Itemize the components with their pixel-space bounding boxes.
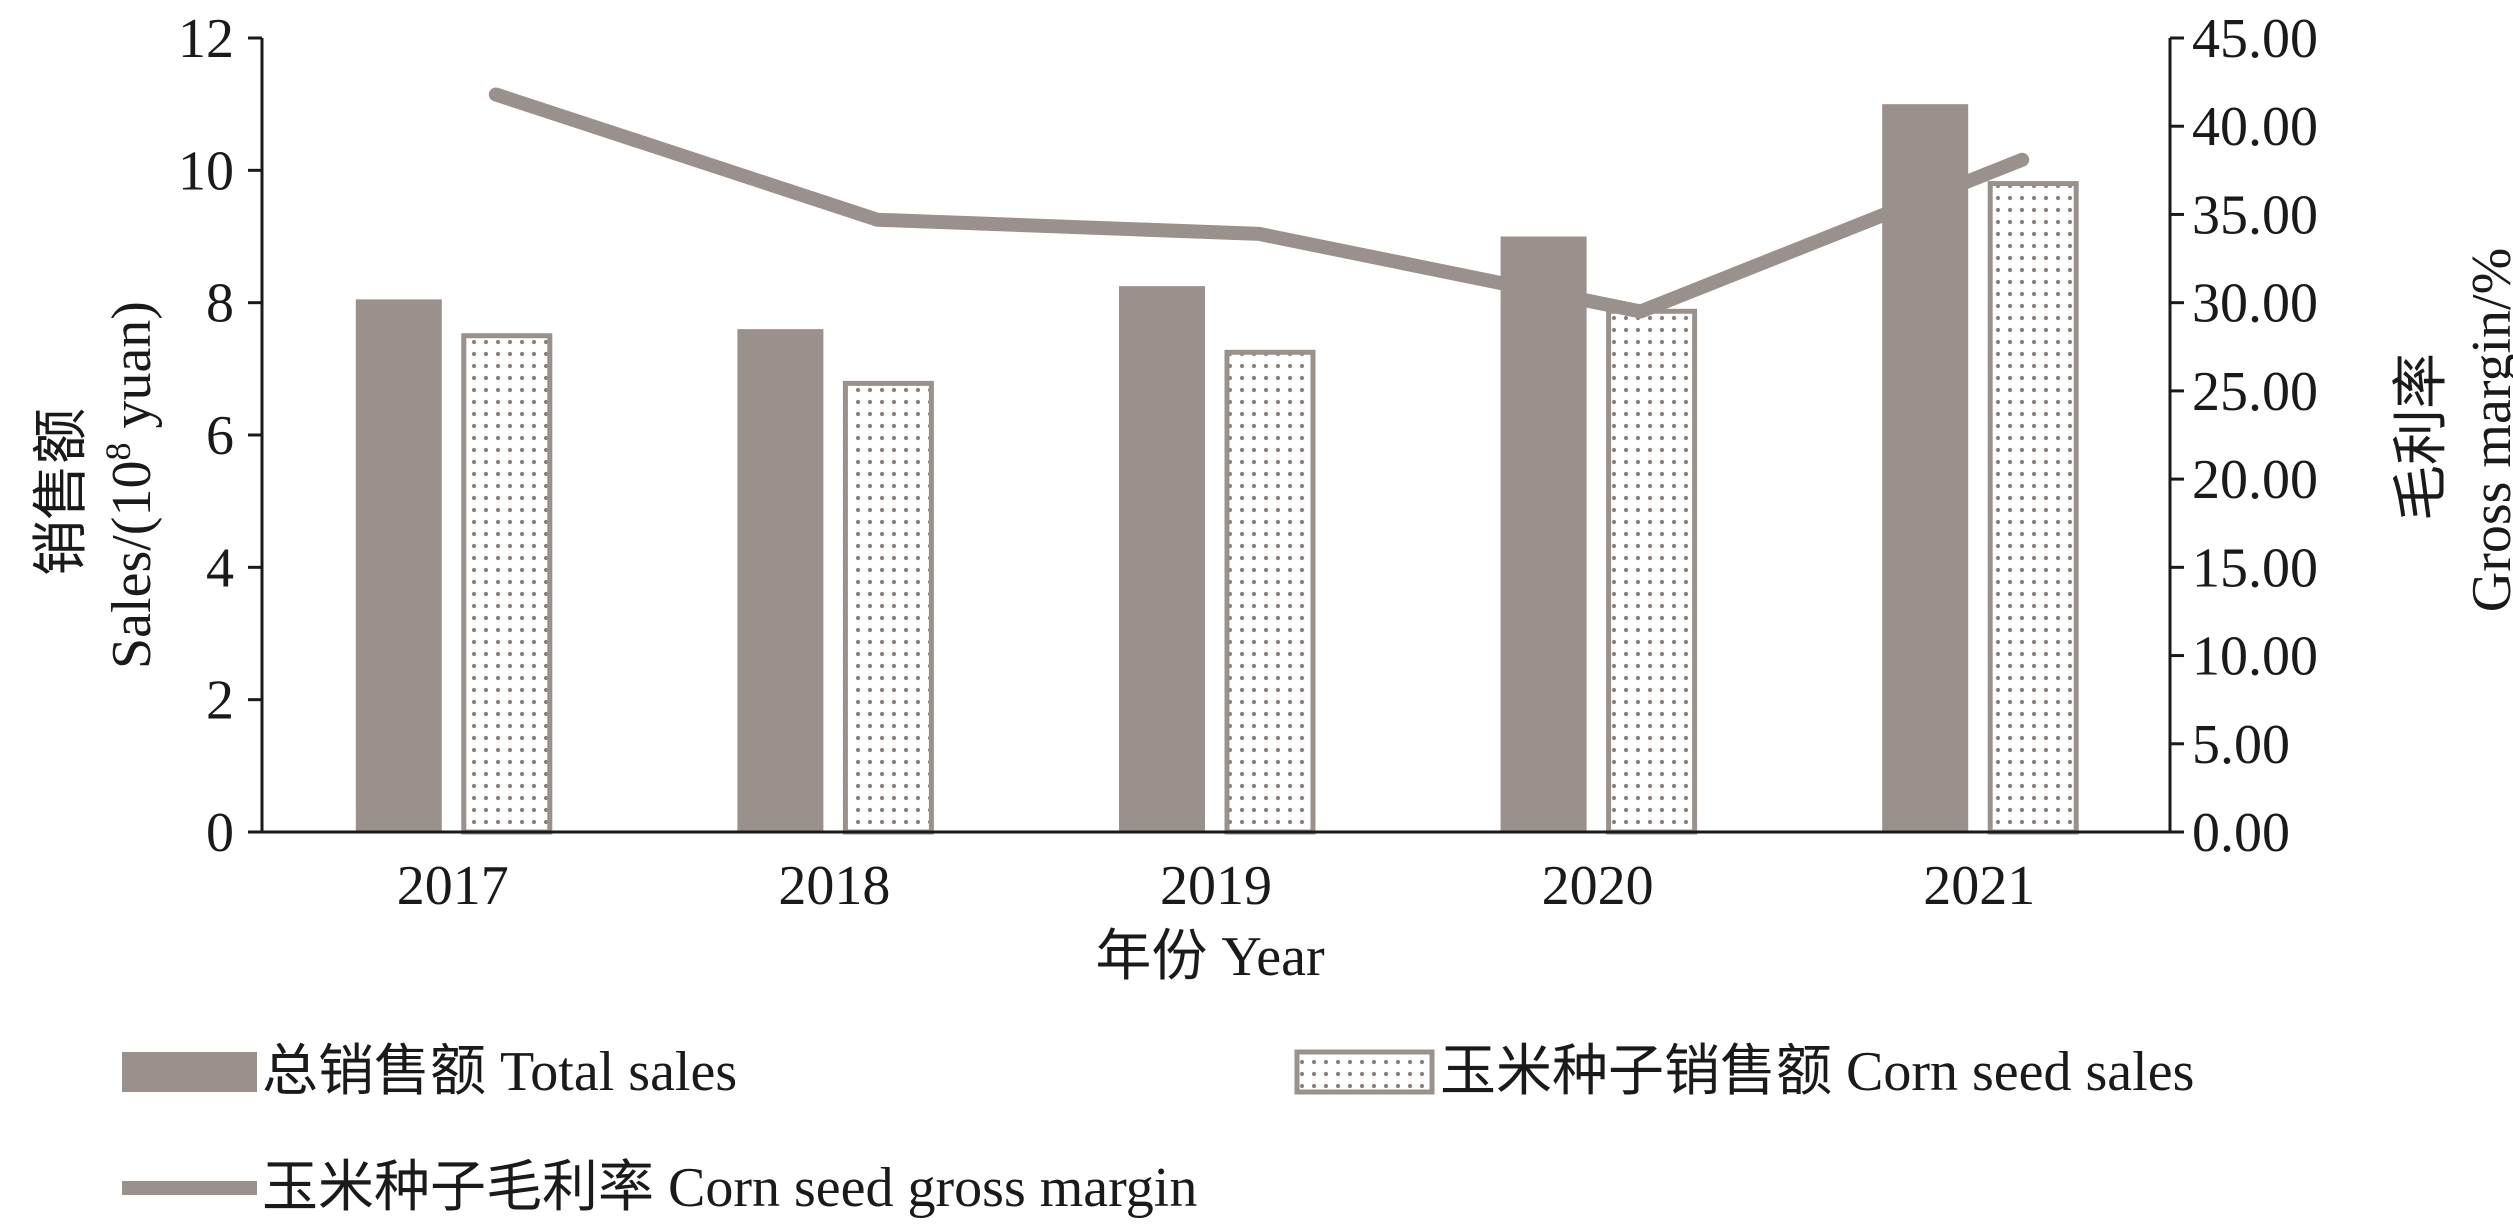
bar-corn-seed-sales-2019 xyxy=(1224,349,1316,835)
legend-label-corn-seed-sales: 玉米种子销售额 Corn seed sales xyxy=(1440,1041,2194,1103)
bar-corn-seed-sales-2021 xyxy=(1987,181,2079,835)
line-corn-seed-gross-margin xyxy=(488,87,2030,319)
y-left-tick-label-2: 2 xyxy=(206,670,234,732)
bar-corn-seed-sales-2018 xyxy=(842,380,934,835)
y-right-tick-label-30.00: 30.00 xyxy=(2192,273,2318,335)
y-right-tick-label-40.00: 40.00 xyxy=(2192,96,2318,158)
y-right-tick-label-5.00: 5.00 xyxy=(2192,714,2290,776)
legend-label-total-sales: 总销售额 Total sales xyxy=(262,1041,737,1103)
bar-corn-seed-sales-2017 xyxy=(461,333,553,835)
x-axis-title: 年份 Year xyxy=(1095,926,1325,988)
y-left-tick-label-0: 0 xyxy=(206,802,234,864)
y-right-tick-label-10.00: 10.00 xyxy=(2192,626,2318,688)
y-right-tick-label-0.00: 0.00 xyxy=(2192,802,2290,864)
y-left-tick-label-12: 12 xyxy=(178,8,234,70)
bar-total-sales-2019 xyxy=(1119,286,1205,832)
bar-total-sales-2018 xyxy=(737,329,824,832)
y-right-tick-label-20.00: 20.00 xyxy=(2192,449,2318,511)
bar-total-sales-2020 xyxy=(1500,236,1587,832)
y-axis-left-title-line1: 销售额 xyxy=(31,408,93,576)
bar-corn-seed-sales-2020 xyxy=(1606,308,1698,835)
y-left-tick-label-4: 4 xyxy=(206,537,234,599)
y-right-tick-label-35.00: 35.00 xyxy=(2192,184,2318,246)
x-tick-label-2019: 2019 xyxy=(1160,855,1272,917)
y-axis-right-title: 毛利率 Gross margin/% xyxy=(2391,248,2513,613)
y-axis-right-title-line1: 毛利率 xyxy=(2391,353,2453,521)
y-axis-left-title-superscript: 8 xyxy=(98,443,138,461)
bar-total-sales-2021 xyxy=(1882,104,1969,832)
x-tick-label-2021: 2021 xyxy=(1923,855,2035,917)
legend: 总销售额 Total sales 玉米种子销售额 Corn seed sales… xyxy=(122,1041,2194,1219)
x-tick-label-2018: 2018 xyxy=(778,855,890,917)
legend-swatch-total-sales xyxy=(122,1052,257,1092)
y-axis-right-title-line2: Gross margin/% xyxy=(2461,248,2513,613)
y-left-tick-label-6: 6 xyxy=(206,405,234,467)
y-right-tick-label-45.00: 45.00 xyxy=(2192,8,2318,70)
y-left-tick-label-10: 10 xyxy=(178,140,234,202)
x-tick-label-2020: 2020 xyxy=(1542,855,1654,917)
plot-area: 2017 2018 2019 2020 2021 0 2 4 6 8 10 12 0.00 5.00 10.… xyxy=(178,8,2318,917)
y-right-tick-label-25.00: 25.00 xyxy=(2192,361,2318,423)
legend-swatch-corn-seed-sales xyxy=(1294,1049,1435,1095)
y-axis-left-title-line2-tail: yuan) xyxy=(101,301,163,443)
legend-label-gross-margin: 玉米种子毛利率 Corn seed gross margin xyxy=(262,1157,1197,1219)
y-axis-left-title: 销售额 Sales/(108 yuan) xyxy=(31,301,163,669)
y-axis-left-title-line2-main: Sales/(10 xyxy=(101,461,163,669)
y-left-tick-label-8: 8 xyxy=(206,273,234,335)
x-tick-label-2017: 2017 xyxy=(397,855,509,917)
y-right-tick-label-15.00: 15.00 xyxy=(2192,537,2318,599)
bar-total-sales-2017 xyxy=(355,299,442,832)
